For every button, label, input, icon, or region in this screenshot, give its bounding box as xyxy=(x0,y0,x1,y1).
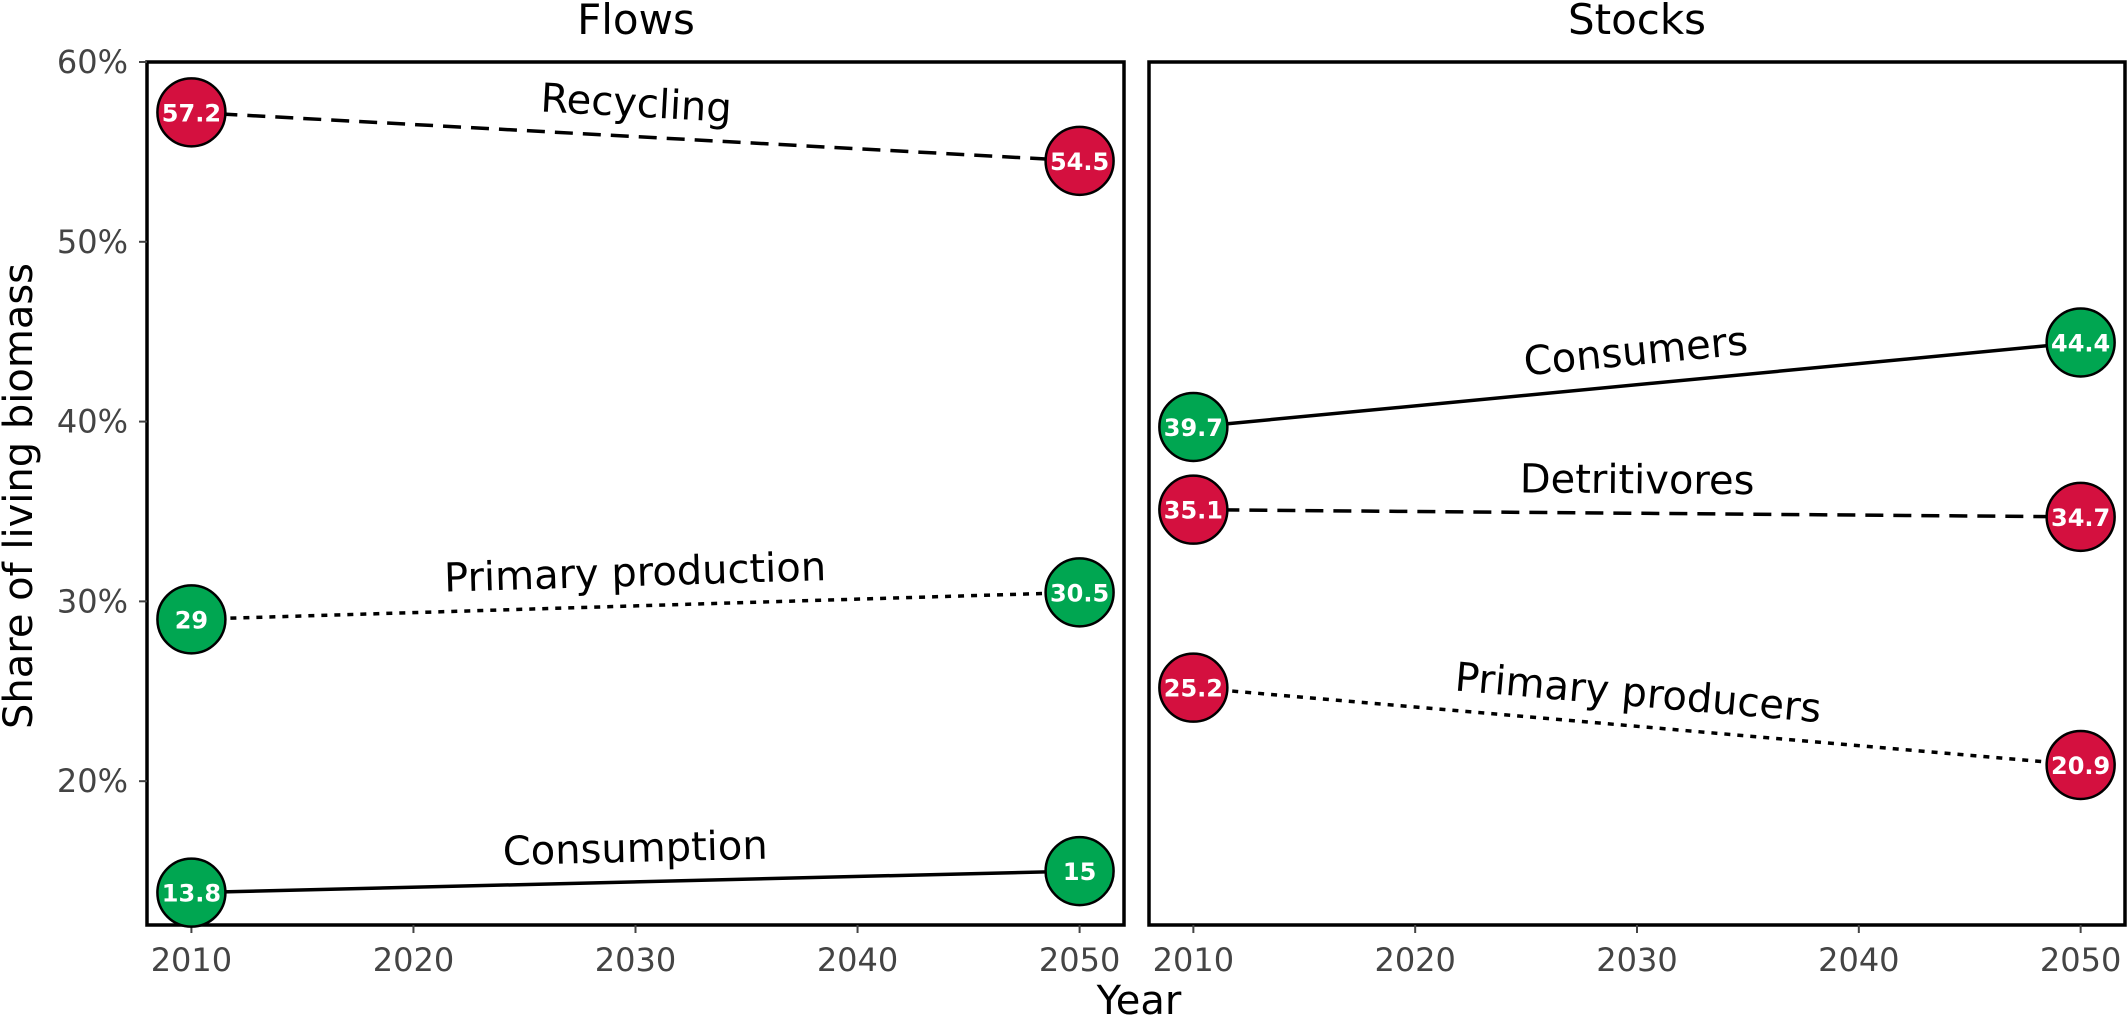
x-tick-label: 2010 xyxy=(1153,941,1234,979)
series-layer-stocks: Consumers 39.7 44.4 Detritivores 35.1 34.7 Pri… xyxy=(1158,307,2116,801)
panel-flows: Flows 20%30%40%50%60% 2010 2020 2030 2040 20… xyxy=(57,0,1126,979)
data-label-consumers: 44.4 xyxy=(2051,329,2110,357)
data-label-primary-production: 29 xyxy=(175,606,208,634)
series-label-consumers: Consumers xyxy=(1522,318,1750,385)
data-point-recycling xyxy=(1044,125,1115,197)
series-line-primary-producers xyxy=(1193,685,2081,767)
data-label-consumption: 15 xyxy=(1063,858,1096,886)
series-label-primary-producers: Primary producers xyxy=(1453,655,1823,733)
series-layer-flows: Recycling 57.2 54.5 Primary production 29 30.… xyxy=(156,75,1115,928)
series-label-consumption: Consumption xyxy=(502,823,768,875)
series-line-consumption xyxy=(191,869,1080,895)
x-tick-label: 2030 xyxy=(595,941,676,979)
data-point-primary-production xyxy=(1044,557,1115,628)
data-point-detritivores xyxy=(1158,474,1229,545)
data-label-primary-producers: 25.2 xyxy=(1164,675,1223,703)
series-line-consumers xyxy=(1193,340,2081,429)
data-point-detritivores xyxy=(2045,481,2116,553)
y-tick-label: 40% xyxy=(57,403,128,441)
data-label-detritivores: 34.7 xyxy=(2051,504,2110,532)
data-point-consumers xyxy=(1158,391,1229,463)
x-tick-label: 2050 xyxy=(1039,941,1120,979)
series-label-primary-production: Primary production xyxy=(443,544,826,602)
x-tick-label: 2010 xyxy=(151,941,232,979)
x-axis-ticks-flows: 2010 2020 2030 2040 2050 xyxy=(151,925,1120,979)
panel-frame-flows xyxy=(145,60,1126,927)
series-line-detritivores xyxy=(1193,507,2081,519)
data-point-recycling xyxy=(156,77,227,148)
y-tick-label: 20% xyxy=(57,762,128,800)
x-tick-label: 2040 xyxy=(817,941,898,979)
y-tick-label: 50% xyxy=(57,223,128,261)
data-point-primary-producers xyxy=(1158,652,1229,723)
y-tick-label: 60% xyxy=(57,43,128,81)
y-axis-ticks: 20% 30% 40% 50% 60% xyxy=(57,43,147,800)
data-label-primary-producers: 20.9 xyxy=(2051,752,2110,780)
data-point-consumption xyxy=(1044,835,1115,907)
x-tick-label: 2050 xyxy=(2040,941,2121,979)
series-label-recycling: Recycling xyxy=(539,75,732,131)
data-point-primary-producers xyxy=(2045,729,2116,801)
x-tick-label: 2020 xyxy=(1374,941,1455,979)
y-tick-label: 30% xyxy=(57,582,128,620)
panel-stocks: Stocks 2010 2020 2030 2040 2050 Consumers 39.… xyxy=(1147,0,2127,979)
panel-title-flows: Flows xyxy=(577,0,695,44)
data-label-primary-production: 30.5 xyxy=(1050,579,1109,607)
x-axis-ticks-stocks: 2010 2020 2030 2040 2050 xyxy=(1153,925,2121,979)
x-tick-label: 2020 xyxy=(373,941,454,979)
x-tick-label: 2030 xyxy=(1596,941,1677,979)
x-tick-label: 2040 xyxy=(1818,941,1899,979)
data-label-recycling: 57.2 xyxy=(162,99,221,127)
y-axis-title: Share of living biomass xyxy=(0,263,42,729)
data-label-consumption: 13.8 xyxy=(162,880,221,908)
panel-title-stocks: Stocks xyxy=(1568,0,1706,44)
data-label-recycling: 54.5 xyxy=(1050,148,1109,176)
data-point-consumption xyxy=(156,857,227,928)
data-point-consumers xyxy=(2045,307,2116,378)
series-label-detritivores: Detritivores xyxy=(1520,456,1755,504)
data-point-primary-production xyxy=(156,584,227,655)
series-line-recycling xyxy=(191,110,1080,163)
data-label-consumers: 39.7 xyxy=(1164,414,1223,442)
x-axis-title: Year xyxy=(1096,978,1182,1019)
series-line-primary-production xyxy=(191,590,1080,622)
data-label-detritivores: 35.1 xyxy=(1164,497,1223,525)
